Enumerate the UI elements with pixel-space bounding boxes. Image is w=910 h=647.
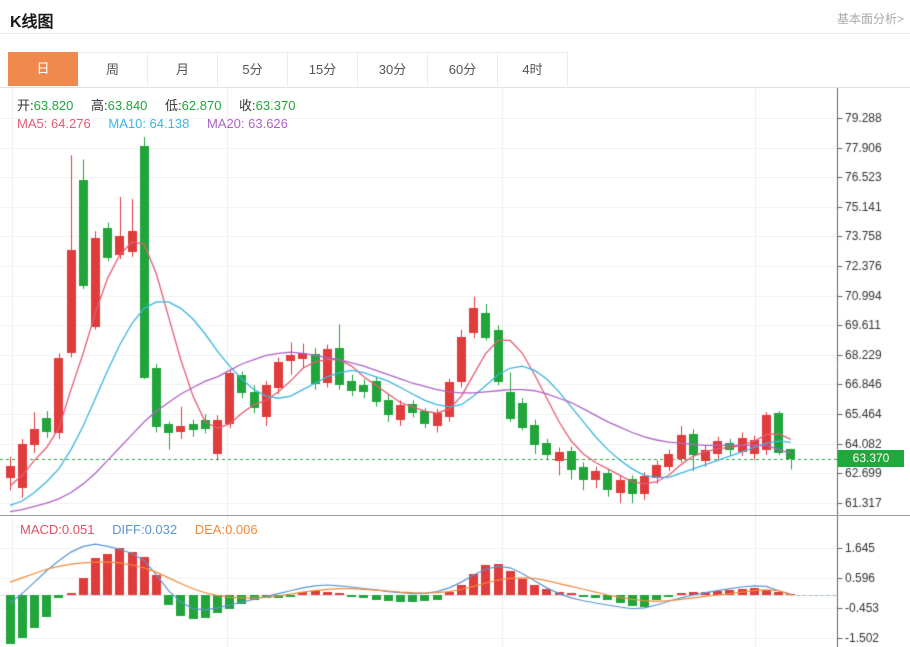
- header-divider: [0, 33, 910, 34]
- tab-60min[interactable]: 60分: [428, 52, 498, 86]
- pane-separator: [0, 515, 910, 516]
- tab-month[interactable]: 月: [148, 52, 218, 86]
- ma-legend: MA5: 64.276 MA10: 64.138 MA20: 63.626: [17, 116, 302, 131]
- high-value: 高:63.840: [91, 98, 148, 113]
- tab-week[interactable]: 周: [78, 52, 148, 86]
- low-value: 低:62.870: [165, 98, 222, 113]
- close-value: 收:63.370: [239, 98, 296, 113]
- ma5-value: MA5: 64.276: [17, 116, 91, 131]
- dea-value: DEA:0.006: [194, 522, 258, 537]
- fundamental-analysis-link[interactable]: 基本面分析>: [836, 12, 904, 26]
- tab-day[interactable]: 日: [8, 52, 78, 86]
- diff-value: DIFF:0.032: [112, 522, 178, 537]
- tab-15min[interactable]: 15分: [288, 52, 358, 86]
- period-tabbar: 日 周 月 5分 15分 30分 60分 4时: [8, 52, 568, 86]
- page-title: K线图: [10, 14, 54, 31]
- tabbar-underline: [0, 87, 910, 88]
- ma10-value: MA10: 64.138: [108, 116, 190, 131]
- ma20-value: MA20: 63.626: [206, 116, 288, 131]
- macd-value: MACD:0.051: [20, 522, 95, 537]
- tab-5min[interactable]: 5分: [218, 52, 288, 86]
- ohlc-legend: 开:63.820 高:63.840 低:62.870 收:63.370: [17, 95, 309, 114]
- macd-legend: MACD:0.051 DIFF:0.032 DEA:0.006: [20, 522, 272, 537]
- tab-30min[interactable]: 30分: [358, 52, 428, 86]
- open-value: 开:63.820: [17, 98, 74, 113]
- tab-4hour[interactable]: 4时: [498, 52, 568, 86]
- last-price-tag: 63.370: [838, 450, 904, 467]
